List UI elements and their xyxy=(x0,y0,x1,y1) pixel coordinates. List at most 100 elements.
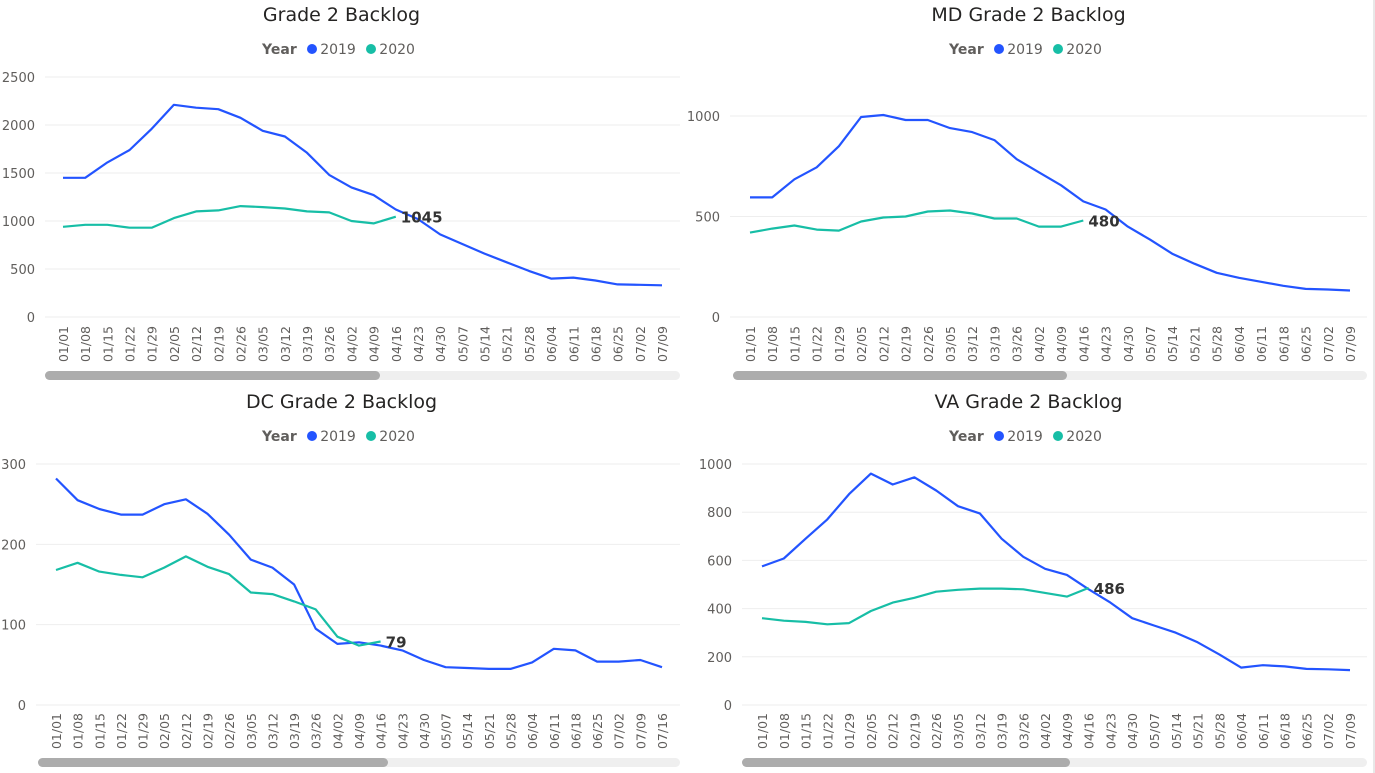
data-point-2019[interactable] xyxy=(464,665,470,671)
data-point-2019[interactable] xyxy=(348,184,354,190)
data-point-2019[interactable] xyxy=(127,147,133,153)
data-point-2019[interactable] xyxy=(1282,663,1288,669)
data-point-2019[interactable] xyxy=(1325,666,1331,672)
data-point-2019[interactable] xyxy=(260,128,266,134)
data-point-2019[interactable] xyxy=(637,657,643,663)
data-point-2019[interactable] xyxy=(880,112,886,118)
data-point-2020[interactable] xyxy=(803,619,809,625)
data-point-2019[interactable] xyxy=(594,659,600,665)
data-point-2019[interactable] xyxy=(1125,224,1131,230)
data-point-2019[interactable] xyxy=(890,481,896,487)
data-point-2020[interactable] xyxy=(911,595,917,601)
data-point-2019[interactable] xyxy=(193,105,199,111)
data-point-2019[interactable] xyxy=(118,512,124,518)
series-line-2019[interactable] xyxy=(55,477,663,670)
data-point-2019[interactable] xyxy=(1064,572,1070,578)
data-point-2019[interactable] xyxy=(60,175,66,181)
scrollbar-thumb[interactable] xyxy=(742,758,1070,767)
data-point-2020[interactable] xyxy=(282,206,288,212)
data-point-2020[interactable] xyxy=(846,620,852,626)
data-point-2019[interactable] xyxy=(637,282,643,288)
data-point-2019[interactable] xyxy=(769,194,775,200)
data-point-2019[interactable] xyxy=(781,555,787,561)
data-point-2019[interactable] xyxy=(551,646,557,652)
data-point-2020[interactable] xyxy=(781,618,787,624)
data-point-2019[interactable] xyxy=(1014,156,1020,162)
data-point-2019[interactable] xyxy=(814,164,820,170)
data-point-2020[interactable] xyxy=(326,209,332,215)
data-point-2019[interactable] xyxy=(1036,169,1042,175)
data-point-2020[interactable] xyxy=(140,574,146,580)
data-point-2019[interactable] xyxy=(82,175,88,181)
data-point-2020[interactable] xyxy=(393,214,399,220)
data-point-2019[interactable] xyxy=(846,491,852,497)
data-point-2019[interactable] xyxy=(482,251,488,257)
legend-item-2020[interactable]: 2020 xyxy=(366,429,415,445)
data-point-2019[interactable] xyxy=(991,137,997,143)
data-point-2020[interactable] xyxy=(378,639,384,645)
data-point-2020[interactable] xyxy=(1086,585,1092,591)
data-point-2020[interactable] xyxy=(118,572,124,578)
data-point-2019[interactable] xyxy=(933,488,939,494)
data-point-2020[interactable] xyxy=(171,215,177,221)
data-point-2019[interactable] xyxy=(1173,630,1179,636)
data-point-2019[interactable] xyxy=(1080,198,1086,204)
data-point-2020[interactable] xyxy=(161,565,167,571)
data-point-2020[interactable] xyxy=(999,586,1005,592)
data-point-2019[interactable] xyxy=(1325,286,1331,292)
data-point-2019[interactable] xyxy=(149,126,155,132)
data-point-2020[interactable] xyxy=(747,230,753,236)
data-point-2019[interactable] xyxy=(96,506,102,512)
data-point-2020[interactable] xyxy=(947,207,953,213)
data-point-2019[interactable] xyxy=(437,231,443,237)
data-point-2020[interactable] xyxy=(791,223,797,229)
data-point-2020[interactable] xyxy=(890,600,896,606)
data-point-2020[interactable] xyxy=(824,621,830,627)
data-point-2019[interactable] xyxy=(269,565,275,571)
legend-item-2020[interactable]: 2020 xyxy=(366,42,415,58)
data-point-2020[interactable] xyxy=(880,215,886,221)
data-point-2019[interactable] xyxy=(659,282,665,288)
data-point-2020[interactable] xyxy=(769,226,775,232)
data-point-2020[interactable] xyxy=(53,567,59,573)
data-point-2020[interactable] xyxy=(269,591,275,597)
data-point-2019[interactable] xyxy=(282,134,288,140)
series-line-2020[interactable] xyxy=(761,586,1090,626)
data-point-2019[interactable] xyxy=(371,192,377,198)
data-point-2020[interactable] xyxy=(759,615,765,621)
data-point-2019[interactable] xyxy=(572,647,578,653)
data-point-2019[interactable] xyxy=(75,497,81,503)
data-point-2019[interactable] xyxy=(824,516,830,522)
data-point-2019[interactable] xyxy=(1042,566,1048,572)
data-point-2019[interactable] xyxy=(171,102,177,108)
data-point-2020[interactable] xyxy=(933,589,939,595)
series-line-2019[interactable] xyxy=(63,103,663,287)
data-point-2019[interactable] xyxy=(903,117,909,123)
data-point-2019[interactable] xyxy=(836,143,842,149)
data-point-2019[interactable] xyxy=(858,114,864,120)
data-point-2019[interactable] xyxy=(1236,275,1242,281)
data-point-2019[interactable] xyxy=(1058,182,1064,188)
data-point-2019[interactable] xyxy=(1347,287,1353,293)
data-point-2020[interactable] xyxy=(260,204,266,210)
data-point-2019[interactable] xyxy=(459,241,465,247)
legend-item-2019[interactable]: 2019 xyxy=(994,429,1043,445)
data-point-2020[interactable] xyxy=(226,571,232,577)
data-point-2019[interactable] xyxy=(1347,667,1353,673)
data-point-2019[interactable] xyxy=(616,659,622,665)
data-point-2019[interactable] xyxy=(393,206,399,212)
data-point-2019[interactable] xyxy=(1258,279,1264,285)
data-point-2019[interactable] xyxy=(747,194,753,200)
series-line-2020[interactable] xyxy=(749,209,1084,234)
series-line-2020[interactable] xyxy=(55,555,381,647)
data-point-2019[interactable] xyxy=(791,176,797,182)
data-point-2020[interactable] xyxy=(248,590,254,596)
data-point-2019[interactable] xyxy=(999,536,1005,542)
data-point-2019[interactable] xyxy=(1214,270,1220,276)
data-point-2020[interactable] xyxy=(215,207,221,213)
data-point-2020[interactable] xyxy=(836,228,842,234)
data-point-2019[interactable] xyxy=(291,582,297,588)
data-point-2020[interactable] xyxy=(977,586,983,592)
data-point-2020[interactable] xyxy=(991,216,997,222)
data-point-2020[interactable] xyxy=(1020,586,1026,592)
